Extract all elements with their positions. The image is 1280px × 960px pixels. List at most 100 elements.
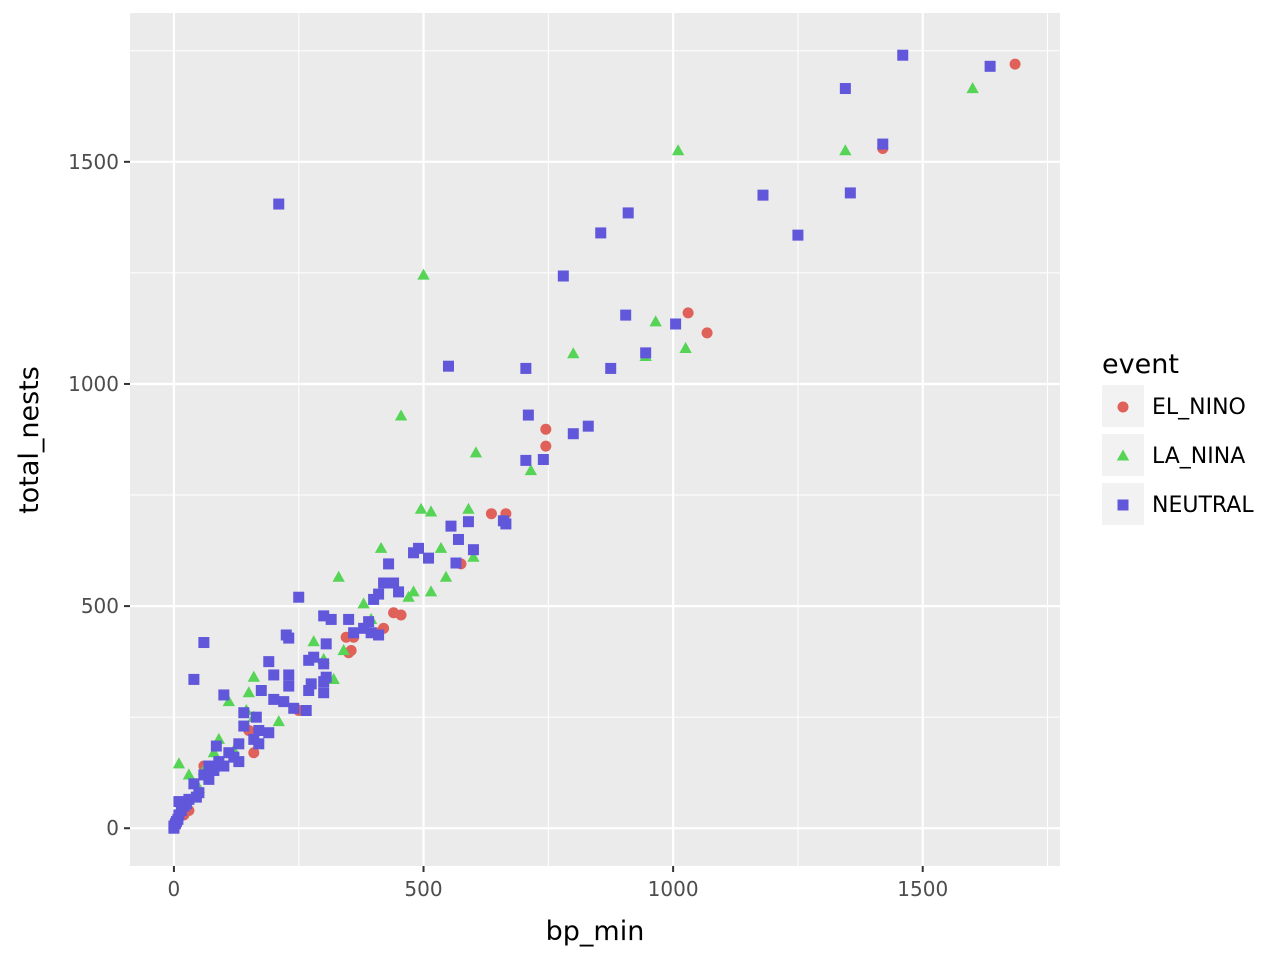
data-point-el-nino [540,440,552,452]
data-point-la-nina [567,347,580,359]
data-point-neutral [203,773,215,785]
data-point-la-nina [394,409,408,421]
data-point-neutral [378,577,390,589]
data-point-la-nina [172,757,186,769]
data-point-neutral [620,309,632,321]
data-point-neutral [300,705,312,717]
data-point-la-nina [402,590,415,602]
data-point-neutral [320,638,332,650]
data-point-neutral [363,616,375,628]
legend-label-la-nina: LA_NINA [1152,444,1245,469]
data-point-neutral [567,428,579,440]
data-point-la-nina [182,768,196,780]
data-point-neutral [283,680,295,692]
data-point-neutral [233,756,245,768]
data-point-neutral [839,83,851,95]
data-point-la-nina [679,341,692,353]
data-point-neutral [238,707,250,719]
data-point-el-nino [248,747,260,759]
data-point-neutral [188,778,200,790]
y-tick-label: 1000 [68,372,119,396]
data-point-neutral [305,678,317,690]
data-point-neutral [522,409,534,421]
data-point-la-nina [649,315,662,327]
data-point-la-nina [307,635,320,647]
data-point-la-nina [462,502,475,514]
data-point-neutral [188,673,200,685]
data-point-neutral [520,362,532,374]
data-point-la-nina [469,446,483,458]
plot-panel [130,13,1060,866]
data-point-neutral [467,544,479,556]
data-point-neutral [520,454,532,466]
data-point-neutral [273,198,285,210]
data-point-neutral [303,685,315,697]
data-point-la-nina [671,144,685,156]
data-point-neutral [218,689,230,701]
data-point-la-nina [524,464,538,476]
data-point-la-nina [467,550,480,562]
data-point-el-nino [540,423,552,435]
legend-marker-la-nina [1116,449,1130,461]
y-tick-label: 0 [106,816,119,840]
data-point-neutral [383,558,395,570]
data-point-la-nina [247,670,260,682]
data-point-neutral [255,685,267,697]
data-point-neutral [452,533,464,545]
data-point-neutral [373,629,385,641]
data-point-neutral [325,613,337,625]
data-point-neutral [263,727,275,739]
data-point-neutral [358,622,370,634]
data-point-neutral [605,362,617,374]
data-point-neutral [792,229,804,241]
data-point-neutral [253,724,265,736]
data-point-neutral [278,696,290,708]
data-point-neutral [844,187,856,199]
data-point-el-nino [1009,58,1021,70]
data-point-neutral [595,227,607,239]
data-point-la-nina [414,502,428,514]
data-point-neutral [442,360,454,372]
data-point-neutral [208,764,220,776]
data-point-la-nina [222,695,236,707]
legend-marker-neutral [1117,499,1129,511]
data-point-la-nina [272,715,285,727]
data-point-neutral [253,738,265,750]
data-point-la-nina [417,268,430,280]
data-point-neutral [877,138,889,150]
data-point-neutral [263,656,275,668]
x-tick-label: 1500 [897,877,948,901]
data-point-neutral [318,687,330,699]
data-point-neutral [462,516,474,528]
x-axis-title: bp_min [546,916,645,947]
data-point-neutral [250,711,262,723]
data-point-el-nino [701,327,713,339]
data-point-neutral [318,610,330,622]
y-tick-label: 1500 [68,150,119,174]
legend-title: event [1102,349,1179,380]
data-point-neutral [348,627,360,639]
data-point-neutral [190,791,202,803]
data-point-neutral [233,738,245,750]
data-point-neutral [365,627,377,639]
x-tick-label: 0 [168,877,181,901]
x-tick-label: 500 [404,877,442,901]
data-point-neutral [388,577,400,589]
data-point-neutral [368,593,380,605]
data-point-neutral [537,453,549,465]
legend-label-el-nino: EL_NINO [1152,395,1246,420]
data-point-la-nina [337,644,350,656]
data-point-la-nina [966,82,979,94]
data-point-la-nina [434,541,448,553]
data-point-neutral [288,702,300,714]
y-axis: 0 500 1000 1500 [68,150,130,840]
data-point-neutral [283,669,295,681]
y-tick-label: 500 [81,594,119,618]
data-point-neutral [897,49,909,61]
data-point-el-nino [485,508,497,520]
data-point-neutral [283,632,295,644]
data-point-neutral [670,318,682,330]
y-axis-title: total_nests [14,366,45,514]
data-point-la-nina [439,570,453,582]
